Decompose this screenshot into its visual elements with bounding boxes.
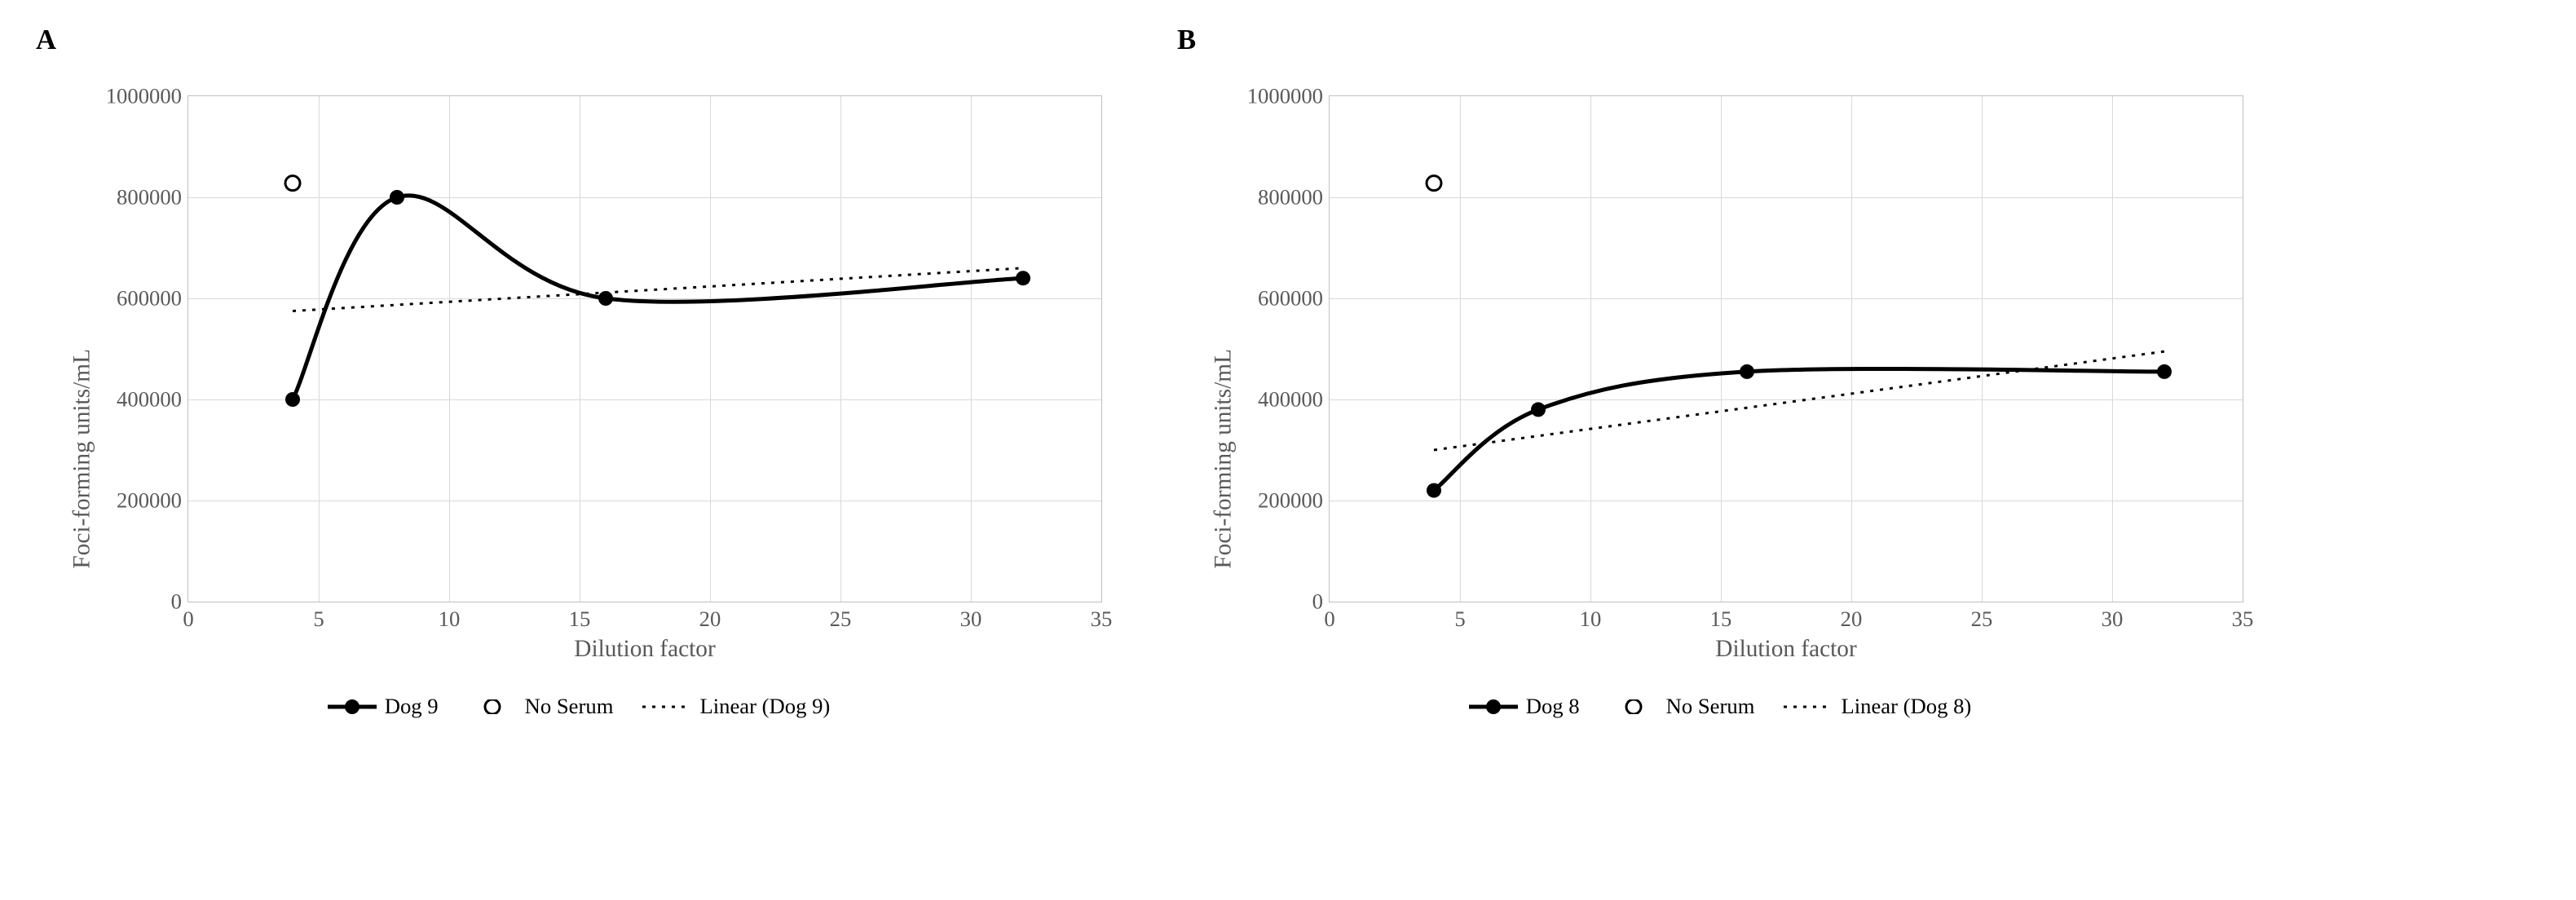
series-marker-noserum-a (285, 176, 300, 191)
panel-a-svg (188, 96, 1101, 602)
legend-item-linear-dog8: Linear (Dog 8) (1784, 694, 1971, 719)
x-tick-label: 10 (439, 602, 461, 632)
x-tick-label: 10 (1580, 602, 1602, 632)
series-marker-dog8 (1740, 364, 1754, 379)
legend-item-dog9: Dog 9 (328, 694, 439, 719)
series-line-linear-dog8 (1434, 351, 2164, 450)
legend-swatch-noserum-a (468, 699, 517, 714)
y-tick-label: 800000 (117, 185, 188, 210)
x-tick-label: 35 (2232, 602, 2254, 632)
legend-label-dog8: Dog 8 (1526, 694, 1580, 719)
series-marker-dog8 (1427, 483, 1441, 498)
series-line-dog8 (1434, 368, 2164, 490)
series-line-linear-dog9 (293, 268, 1023, 311)
y-tick-label: 200000 (117, 488, 188, 514)
series-line-dog9 (293, 196, 1023, 399)
legend-label-dog9: Dog 9 (385, 694, 439, 719)
panel-b-chart: 02000004000006000008000001000000 0510152… (1174, 63, 2266, 674)
series-marker-noserum-b (1427, 176, 1441, 191)
x-tick-label: 5 (1454, 602, 1465, 632)
panel-b-svg (1330, 96, 2243, 602)
x-tick-label: 5 (313, 602, 324, 632)
x-tick-label: 25 (1971, 602, 1993, 632)
panel-b-label: B (1177, 24, 1196, 56)
x-tick-label: 0 (183, 602, 193, 632)
panel-a-y-axis-title: Foci-forming units/mL (69, 349, 96, 569)
panel-a: A 02000004000006000008000001000000 05101… (33, 24, 1125, 719)
y-tick-label: 600000 (1258, 286, 1330, 311)
legend-item-noserum-a: No Serum (468, 694, 614, 719)
legend-item-dog8: Dog 8 (1469, 694, 1580, 719)
panel-a-legend: Dog 9 No Serum Linear (Dog 9) (33, 694, 1125, 719)
series-marker-dog9 (285, 392, 300, 407)
y-tick-label: 600000 (117, 286, 188, 311)
x-tick-label: 25 (830, 602, 852, 632)
y-tick-label: 400000 (117, 387, 188, 412)
legend-swatch-linear-dog9 (642, 699, 691, 714)
figure: A 02000004000006000008000001000000 05101… (0, 0, 2576, 735)
panel-b-y-axis-title: Foci-forming units/mL (1211, 349, 1237, 569)
panel-b: B 02000004000006000008000001000000 05101… (1174, 24, 2266, 719)
legend-item-noserum-b: No Serum (1609, 694, 1755, 719)
legend-label-linear-dog9: Linear (Dog 9) (699, 694, 830, 719)
x-tick-label: 15 (1710, 602, 1732, 632)
x-tick-label: 15 (569, 602, 591, 632)
series-marker-dog9 (390, 190, 404, 205)
legend-swatch-dog8 (1469, 699, 1518, 714)
panel-b-legend: Dog 8 No Serum Linear (Dog 8) (1174, 694, 2266, 719)
x-tick-label: 30 (960, 602, 982, 632)
legend-swatch-dog9 (328, 699, 377, 714)
panel-a-label: A (36, 24, 56, 56)
legend-label-noserum-a: No Serum (525, 694, 614, 719)
x-tick-label: 35 (1091, 602, 1113, 632)
x-tick-label: 20 (699, 602, 721, 632)
x-tick-label: 30 (2102, 602, 2124, 632)
panel-a-chart: 02000004000006000008000001000000 0510152… (33, 63, 1125, 674)
y-tick-label: 200000 (1258, 488, 1330, 514)
legend-swatch-linear-dog8 (1784, 699, 1833, 714)
legend-item-linear-dog9: Linear (Dog 9) (642, 694, 830, 719)
panel-a-plot-area: 02000004000006000008000001000000 0510152… (187, 95, 1102, 602)
y-tick-label: 800000 (1258, 185, 1330, 210)
series-marker-dog8 (1531, 402, 1546, 417)
panel-b-plot-area: 02000004000006000008000001000000 0510152… (1329, 95, 2243, 602)
legend-label-noserum-b: No Serum (1666, 694, 1755, 719)
legend-label-linear-dog8: Linear (Dog 8) (1841, 694, 1971, 719)
y-tick-label: 1000000 (106, 84, 188, 109)
x-tick-label: 0 (1324, 602, 1334, 632)
panel-b-x-axis-title: Dilution factor (1715, 636, 1856, 663)
y-tick-label: 1000000 (1247, 84, 1330, 109)
panel-a-x-axis-title: Dilution factor (574, 636, 715, 663)
x-tick-label: 20 (1841, 602, 1863, 632)
y-tick-label: 400000 (1258, 387, 1330, 412)
series-marker-dog8 (2157, 364, 2172, 379)
series-marker-dog9 (1016, 271, 1030, 285)
legend-swatch-noserum-b (1609, 699, 1658, 714)
